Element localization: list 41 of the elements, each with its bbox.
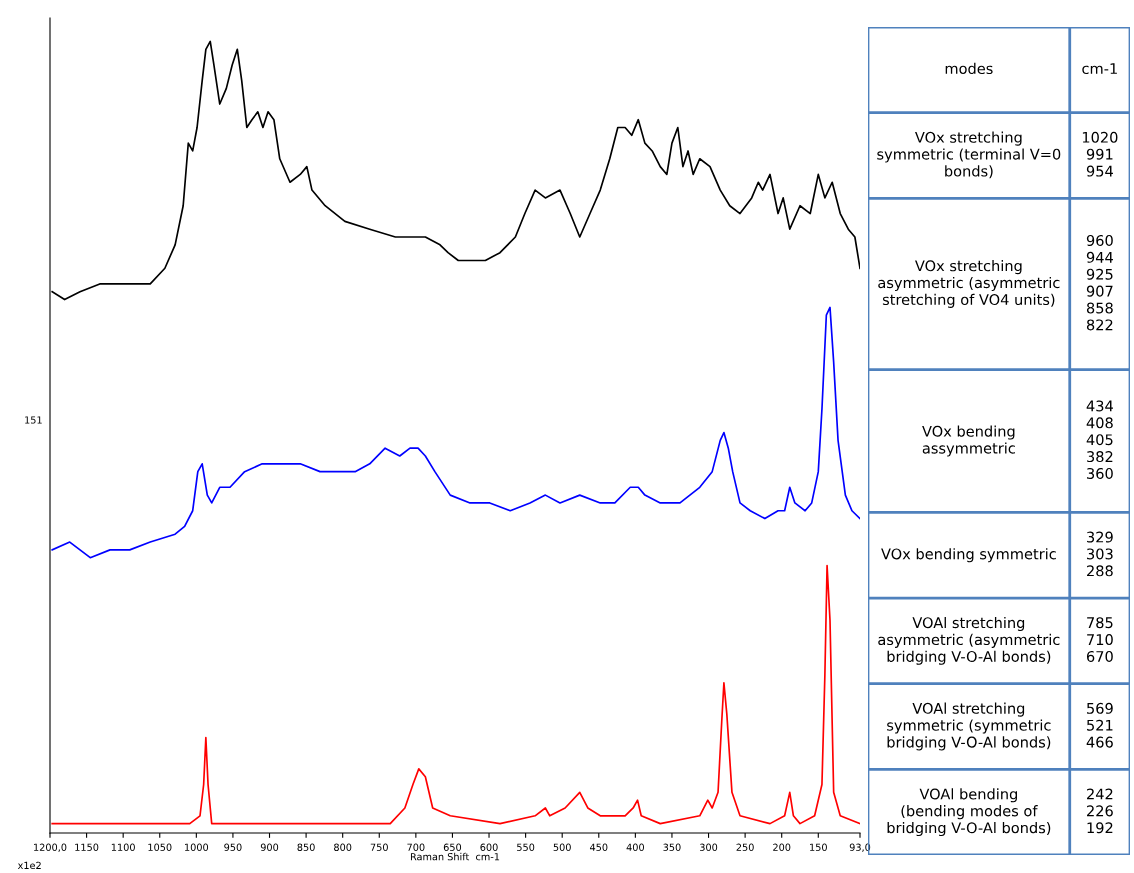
x-tick-label: 950 [224, 843, 242, 851]
x-axis-title: Raman Shift cm-1 [410, 852, 500, 861]
text: VOx stretching asymmetric (asymmetric stretching of VO4 units) [878, 260, 1060, 308]
x-tick-label: 850 [297, 843, 315, 851]
x-tick-label: 200 [773, 843, 791, 851]
x-tick-label: 1100 [111, 843, 135, 851]
x-tick-label: 1050 [148, 843, 172, 851]
text: 569 521 466 [1086, 702, 1113, 748]
text: cm-1 [1082, 63, 1117, 75]
x-tick-label: 150 [810, 843, 827, 851]
x-tick-label: 1200,0 [34, 843, 67, 852]
y-axis-title: 151 [25, 416, 42, 424]
x-tick-label: 550 [517, 843, 535, 851]
x-tick-label: 450 [589, 843, 608, 851]
x-tick-label: 750 [370, 843, 388, 851]
x-tick-label: 350 [663, 843, 681, 851]
x-tick-label: 700 [407, 843, 425, 851]
text: x1e2 [17, 861, 41, 870]
text: 329 303 288 [1087, 531, 1113, 577]
text: VOx stretching symmetric (terminal V=0 bonds) [877, 131, 1061, 179]
x-tick-label: 600 [480, 843, 498, 851]
text: modes [945, 62, 993, 75]
text: VOAl bending (bending modes of bridging V-O-Al bonds) [887, 788, 1051, 837]
text: 242 226 192 [1087, 788, 1113, 834]
text: VOx bending symmetric [881, 548, 1056, 563]
x-tick-label: 400 [626, 843, 644, 851]
text: VOAl stretching asymmetric (asymmetric bridging V-O-Al bonds) [878, 616, 1060, 665]
x-tick-label: 800 [334, 843, 352, 851]
text: VOAl stretching symmetric (symmetric bridging V-O-Al bonds) [887, 702, 1051, 751]
text: 434 408 405 382 360 [1086, 400, 1113, 479]
text: 960 944 925 907 858 822 [1086, 234, 1113, 331]
x-tick-label: 650 [443, 843, 462, 851]
x-tick-label: 500 [553, 843, 571, 851]
x-tick-label: 1150 [75, 843, 99, 851]
text: 1020 991 954 [1082, 131, 1118, 177]
text: 785 710 670 [1086, 617, 1113, 662]
x-tick-label: 1000 [185, 843, 209, 851]
x-tick-label: 900 [260, 843, 279, 851]
x-tick-label: 300 [700, 843, 718, 851]
text: VOx bending assymmetric [922, 425, 1015, 457]
x-tick-label: 250 [736, 843, 754, 851]
